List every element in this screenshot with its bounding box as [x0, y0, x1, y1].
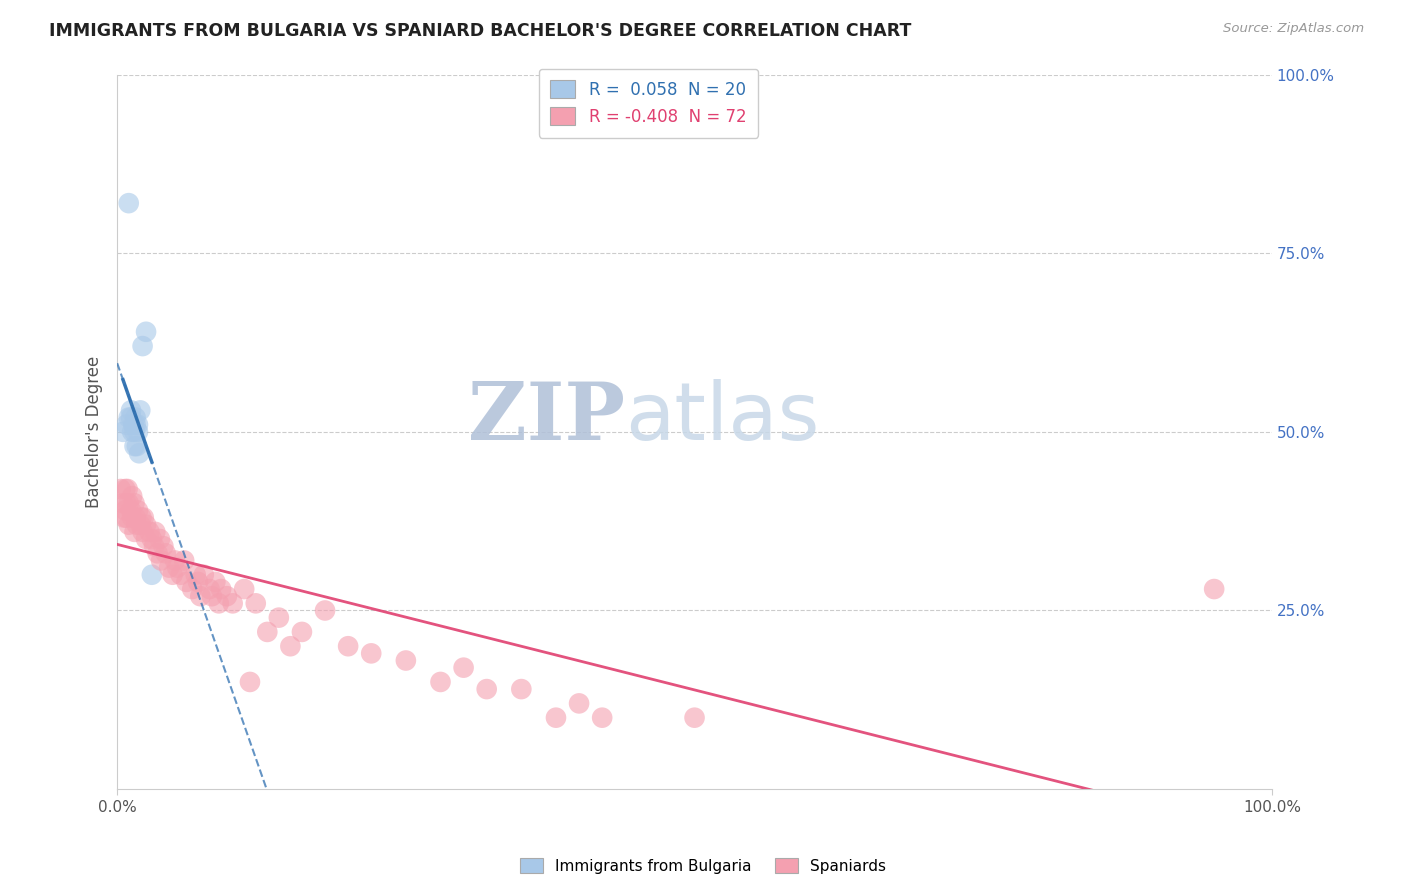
Point [170, 567, 193, 582]
Point [131, 339, 153, 353]
Point [166, 560, 188, 574]
Point [568, 697, 591, 711]
Point [111, 425, 134, 439]
Point [125, 439, 148, 453]
Point [155, 546, 177, 560]
Point [267, 610, 290, 624]
Point [157, 560, 180, 574]
Point [208, 596, 231, 610]
Point [198, 582, 221, 596]
Point [143, 539, 166, 553]
Point [187, 574, 209, 589]
Point [544, 711, 567, 725]
Point [124, 496, 146, 510]
Point [204, 574, 226, 589]
Point [121, 510, 143, 524]
Text: atlas: atlas [626, 378, 820, 457]
Point [127, 503, 149, 517]
Point [124, 524, 146, 539]
Point [124, 425, 146, 439]
Point [221, 596, 243, 610]
Point [141, 532, 163, 546]
Point [233, 582, 256, 596]
Point [173, 553, 195, 567]
Point [591, 711, 613, 725]
Point [121, 489, 143, 503]
Point [124, 417, 146, 432]
Text: ZIP: ZIP [468, 378, 626, 457]
Point [120, 410, 142, 425]
Point [152, 539, 174, 553]
Point [453, 660, 475, 674]
Point [131, 524, 153, 539]
Legend: Immigrants from Bulgaria, Spaniards: Immigrants from Bulgaria, Spaniards [515, 852, 891, 880]
Point [127, 425, 149, 439]
Point [314, 603, 336, 617]
Text: IMMIGRANTS FROM BULGARIA VS SPANIARD BACHELOR'S DEGREE CORRELATION CHART: IMMIGRANTS FROM BULGARIA VS SPANIARD BAC… [49, 22, 911, 40]
Point [125, 517, 148, 532]
Point [127, 417, 149, 432]
Legend: R =  0.058  N = 20, R = -0.408  N = 72: R = 0.058 N = 20, R = -0.408 N = 72 [538, 69, 758, 137]
Point [245, 596, 267, 610]
Point [215, 589, 238, 603]
Point [1204, 582, 1226, 596]
Point [239, 675, 262, 690]
Point [111, 496, 134, 510]
Point [120, 503, 142, 517]
Point [112, 510, 135, 524]
Y-axis label: Bachelor's Degree: Bachelor's Degree [86, 356, 103, 508]
Point [118, 496, 141, 510]
Point [124, 410, 146, 425]
Point [129, 517, 152, 532]
Point [184, 567, 207, 582]
Point [124, 510, 146, 524]
Point [110, 482, 132, 496]
Point [118, 517, 141, 532]
Point [122, 417, 145, 432]
Text: Source: ZipAtlas.com: Source: ZipAtlas.com [1223, 22, 1364, 36]
Point [150, 553, 173, 567]
Point [395, 653, 418, 667]
Point [131, 510, 153, 524]
Point [132, 510, 155, 524]
Point [162, 567, 184, 582]
Point [141, 567, 163, 582]
Point [201, 589, 224, 603]
Point [135, 517, 157, 532]
Point [114, 503, 136, 517]
Point [146, 546, 169, 560]
Point [143, 524, 166, 539]
Point [291, 624, 314, 639]
Point [181, 582, 204, 596]
Point [510, 682, 533, 697]
Point [683, 711, 706, 725]
Point [256, 624, 278, 639]
Point [193, 567, 215, 582]
Point [114, 482, 136, 496]
Point [163, 553, 186, 567]
Point [115, 496, 138, 510]
Point [475, 682, 498, 697]
Point [118, 410, 141, 425]
Point [280, 639, 302, 653]
Point [128, 446, 150, 460]
Point [135, 532, 157, 546]
Point [124, 439, 146, 453]
Point [149, 532, 172, 546]
Point [115, 510, 138, 524]
Point [118, 196, 141, 211]
Point [337, 639, 360, 653]
Point [129, 403, 152, 417]
Point [176, 574, 198, 589]
Point [188, 589, 211, 603]
Point [429, 675, 451, 690]
Point [360, 646, 382, 660]
Point [138, 524, 160, 539]
Point [135, 325, 157, 339]
Point [209, 582, 232, 596]
Point [115, 417, 138, 432]
Point [121, 425, 143, 439]
Point [117, 482, 139, 496]
Point [120, 403, 142, 417]
